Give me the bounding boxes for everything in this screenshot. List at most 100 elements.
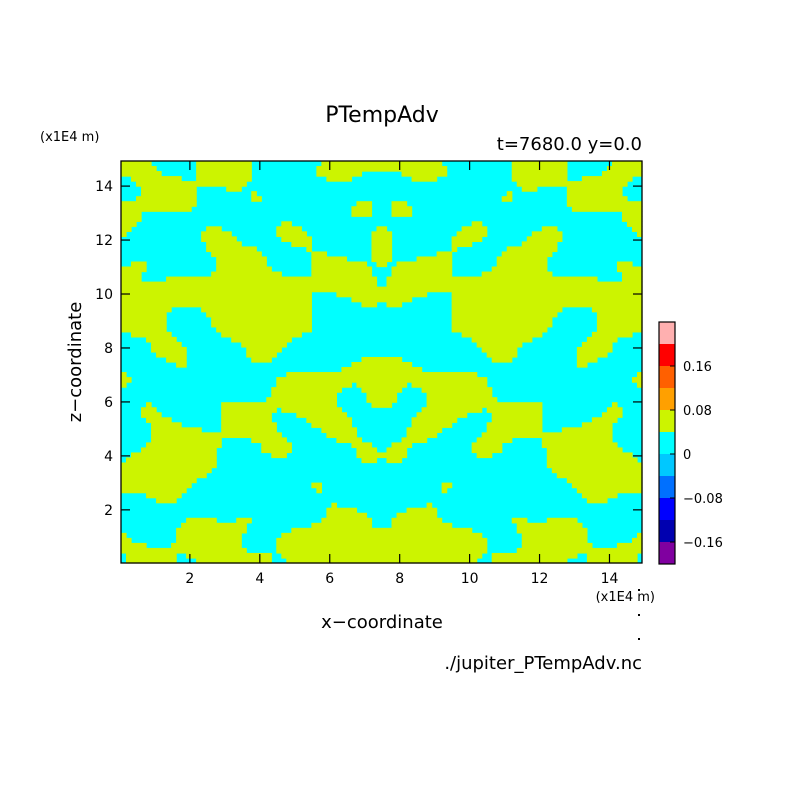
field-cell <box>121 382 127 388</box>
field-cell <box>121 216 142 222</box>
field-cell <box>411 176 438 182</box>
colorbar-swatch <box>659 366 675 388</box>
field-cell <box>361 387 403 393</box>
x-tick-label: 14 <box>601 571 619 587</box>
field-cell <box>626 221 643 227</box>
field-cell <box>121 231 127 237</box>
y-tick-label: 10 <box>95 287 113 303</box>
field-cell <box>596 321 643 328</box>
field-cell <box>226 186 242 192</box>
field-cell <box>311 251 327 258</box>
field-cell <box>231 336 292 343</box>
field-cell <box>151 427 202 433</box>
field-cell <box>636 382 643 388</box>
x-tick-label: 10 <box>461 571 479 587</box>
field-cell <box>566 477 643 484</box>
field-cell <box>491 266 548 273</box>
x-axis-unit: (x1E4 m) <box>596 590 655 605</box>
field-cell <box>441 487 448 494</box>
field-cell <box>486 407 543 413</box>
field-cell <box>491 356 513 363</box>
field-cell <box>371 251 393 258</box>
field-cell <box>211 321 312 328</box>
field-cell <box>121 206 192 212</box>
colorbar-swatch <box>659 410 675 432</box>
field-cell <box>511 517 528 524</box>
field-cell <box>121 271 142 278</box>
field-cell <box>141 186 197 192</box>
field-cell <box>411 417 458 423</box>
field-cell <box>376 261 388 268</box>
field-cell <box>386 447 408 454</box>
field-cell <box>516 181 628 187</box>
field-cell <box>486 351 518 358</box>
field-cell <box>541 226 558 232</box>
field-cell <box>506 191 513 197</box>
field-cell <box>541 437 613 444</box>
field-cell <box>216 266 272 273</box>
field-cell <box>176 362 187 368</box>
field-cell <box>311 422 353 428</box>
field-cell <box>581 492 618 499</box>
field-cell <box>406 432 438 438</box>
field-cell <box>136 181 247 187</box>
field-cell <box>196 166 252 172</box>
field-cell <box>146 492 182 499</box>
field-cell <box>531 231 563 237</box>
field-cell <box>501 196 513 202</box>
field-cell <box>121 462 217 469</box>
field-cell <box>426 392 493 398</box>
field-cell <box>151 341 182 348</box>
field-cell <box>591 417 618 423</box>
field-cell <box>121 477 197 484</box>
field-cell <box>451 246 458 253</box>
field-cell <box>491 552 578 559</box>
field-cell <box>461 226 488 232</box>
field-cell <box>391 266 453 273</box>
field-cell <box>611 402 618 408</box>
field-cell <box>221 422 277 428</box>
field-cell <box>461 331 543 338</box>
field-cell <box>171 542 242 549</box>
x-tick-label: 12 <box>531 571 549 587</box>
field-cell <box>126 552 177 559</box>
field-cell <box>186 517 217 524</box>
field-cell <box>131 176 182 182</box>
field-cell <box>216 256 267 263</box>
field-cell <box>221 417 272 423</box>
field-cell <box>361 301 378 308</box>
field-cell <box>456 231 488 237</box>
field-cell <box>321 427 358 433</box>
field-cell <box>121 291 312 298</box>
field-cell <box>271 452 287 459</box>
colorbar-swatch <box>659 388 675 410</box>
field-cell <box>491 412 543 418</box>
field-cell <box>351 211 373 217</box>
field-cell <box>326 176 353 182</box>
decorative-dots <box>638 589 640 640</box>
field-cell <box>526 236 563 243</box>
field-cell <box>586 557 638 564</box>
field-cell <box>516 527 588 534</box>
field-cell <box>601 412 623 418</box>
field-cell <box>151 432 282 438</box>
field-cell <box>126 457 217 464</box>
field-cell <box>251 191 257 197</box>
field-cell <box>121 377 132 383</box>
colorbar-swatch <box>659 542 675 564</box>
field-cell <box>121 316 167 323</box>
field-cell <box>616 261 633 268</box>
field-cell <box>391 522 453 529</box>
field-cell <box>451 321 553 328</box>
field-cell <box>141 447 217 454</box>
field-cell <box>576 487 643 494</box>
field-cell <box>576 351 608 358</box>
field-cell <box>451 311 558 318</box>
field-cell <box>146 402 152 408</box>
field-cell <box>451 326 548 333</box>
field-cell <box>566 191 623 197</box>
field-cell <box>276 547 488 554</box>
field-cell <box>336 291 428 298</box>
field-cell <box>401 437 428 444</box>
